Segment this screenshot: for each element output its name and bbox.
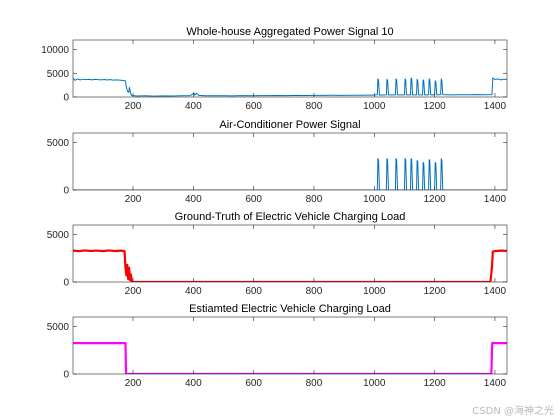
series-line-1 bbox=[73, 77, 507, 97]
x-tick-label: 1200 bbox=[423, 101, 446, 112]
x-tick-label: 400 bbox=[185, 101, 202, 112]
series-line-1 bbox=[73, 249, 507, 282]
y-tick-label: 0 bbox=[63, 278, 69, 289]
chart-title: Ground-Truth of Electric Vehicle Chargin… bbox=[175, 211, 406, 223]
x-tick-label: 200 bbox=[125, 101, 142, 112]
series-line-1 bbox=[73, 342, 507, 374]
x-tick-label: 600 bbox=[245, 286, 262, 297]
x-tick-label: 1200 bbox=[423, 194, 446, 205]
subplot-3: 200 400 600 800 1000 1200 1400 0 5000 Ground-Trut… bbox=[47, 211, 508, 297]
chart-title: Whole-house Aggregated Power Signal 10 bbox=[186, 26, 393, 38]
x-tick-label: 200 bbox=[125, 194, 142, 205]
y-tick-label: 5000 bbox=[47, 69, 70, 80]
subplot-2: 200 400 600 800 1000 1200 1400 0 5000 Air-Conditi… bbox=[47, 119, 508, 205]
x-tick-label: 800 bbox=[306, 194, 323, 205]
x-tick-label: 600 bbox=[245, 378, 262, 389]
y-tick-label: 5000 bbox=[47, 138, 70, 149]
x-tick-label: 200 bbox=[125, 286, 142, 297]
x-tick-label: 1200 bbox=[423, 378, 446, 389]
x-tick-label: 200 bbox=[125, 378, 142, 389]
y-tick-label: 0 bbox=[63, 93, 69, 104]
axes-frame bbox=[72, 132, 508, 191]
x-tick-label: 1000 bbox=[363, 101, 386, 112]
y-tick-label: 5000 bbox=[47, 322, 70, 333]
y-tick-label: 10000 bbox=[41, 45, 69, 56]
axes-frame bbox=[72, 316, 508, 375]
chart-title: Estiamted Electric Vehicle Charging Load bbox=[189, 303, 391, 315]
x-tick-label: 1000 bbox=[363, 194, 386, 205]
x-tick-label: 1400 bbox=[484, 194, 507, 205]
subplot-1: 200 400 600 800 1000 1200 1400 0 5000 10000 Whole-… bbox=[41, 26, 508, 112]
axes-background bbox=[73, 317, 507, 374]
y-tick-label: 0 bbox=[63, 186, 69, 197]
chart-title: Air-Conditioner Power Signal bbox=[219, 119, 360, 131]
axes-background bbox=[73, 225, 507, 282]
y-tick-label: 5000 bbox=[47, 230, 70, 241]
x-tick-label: 1400 bbox=[484, 286, 507, 297]
x-tick-label: 400 bbox=[185, 378, 202, 389]
y-tick-label: 0 bbox=[63, 370, 69, 381]
x-tick-label: 1000 bbox=[363, 378, 386, 389]
x-tick-label: 600 bbox=[245, 194, 262, 205]
x-tick-label: 800 bbox=[306, 286, 323, 297]
x-tick-label: 1400 bbox=[484, 101, 507, 112]
subplot-4: 200 400 600 800 1000 1200 1400 0 5000 Estiamted E… bbox=[47, 303, 508, 389]
x-tick-label: 800 bbox=[306, 378, 323, 389]
x-tick-label: 800 bbox=[306, 101, 323, 112]
x-tick-label: 400 bbox=[185, 286, 202, 297]
axes-frame bbox=[72, 224, 508, 283]
x-tick-label: 1000 bbox=[363, 286, 386, 297]
x-tick-label: 400 bbox=[185, 194, 202, 205]
x-tick-label: 600 bbox=[245, 101, 262, 112]
x-tick-label: 1400 bbox=[484, 378, 507, 389]
watermark: CSDN @海神之光 bbox=[472, 406, 554, 417]
axes-frame bbox=[72, 39, 508, 98]
x-tick-label: 1200 bbox=[423, 286, 446, 297]
series-line-1 bbox=[73, 158, 507, 190]
